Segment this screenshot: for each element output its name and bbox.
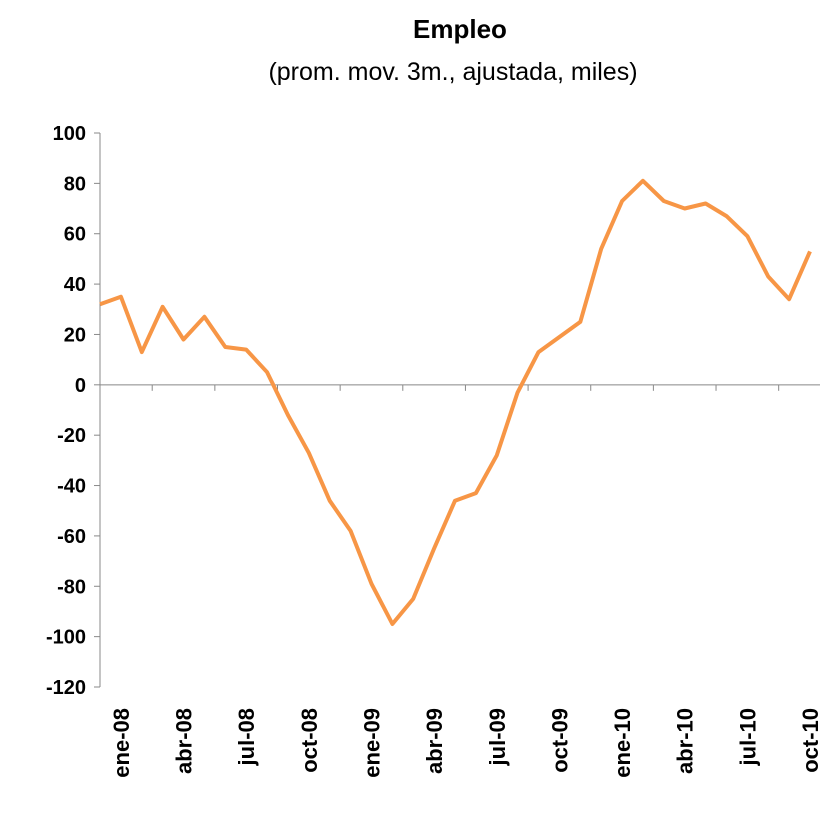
x-tick-label: ene-08	[109, 708, 134, 778]
x-tick-label: ene-10	[610, 708, 635, 778]
y-tick-label: 40	[64, 274, 86, 296]
x-tick-label: jul-09	[485, 708, 510, 766]
y-tick-label: 60	[64, 224, 86, 246]
y-tick-label: -40	[57, 476, 86, 498]
y-tick-label: -120	[46, 677, 86, 699]
x-tick-label: abr-08	[172, 708, 197, 774]
x-tick-label: abr-10	[673, 708, 698, 774]
x-tick-label: jul-10	[735, 708, 760, 766]
y-tick-label: 20	[64, 324, 86, 346]
x-tick-label: oct-08	[297, 708, 322, 773]
y-tick-label: 0	[75, 375, 86, 397]
x-tick-label: ene-09	[359, 708, 384, 778]
chart-subtitle: (prom. mov. 3m., ajustada, miles)	[268, 58, 637, 86]
y-tick-label: 80	[64, 173, 86, 195]
x-tick-label: abr-09	[422, 708, 447, 774]
data-line	[99, 178, 812, 626]
x-tick-label: oct-09	[547, 708, 572, 773]
y-tick-label: 100	[53, 123, 86, 145]
chart-title: Empleo	[413, 14, 507, 44]
y-tick-label: -100	[46, 627, 86, 649]
x-tick-label: jul-08	[234, 708, 259, 766]
y-tick-label: -20	[57, 425, 86, 447]
x-tick-label: oct-10	[798, 708, 823, 773]
y-tick-label: -60	[57, 526, 86, 548]
y-tick-label: -80	[57, 576, 86, 598]
